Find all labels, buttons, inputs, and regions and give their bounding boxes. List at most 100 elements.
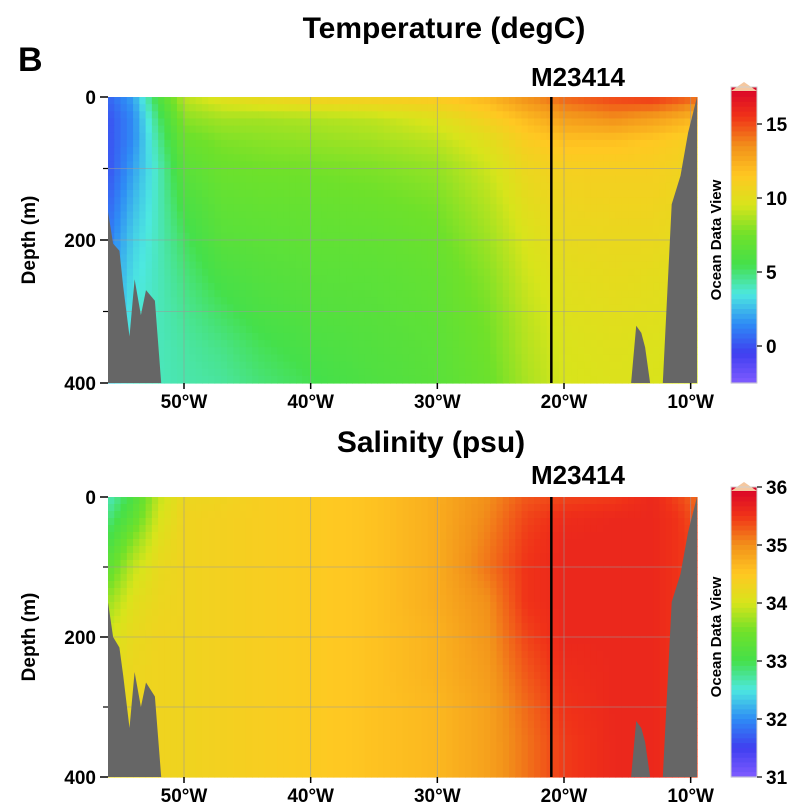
heatmap-cell — [389, 161, 397, 170]
heatmap-cell — [170, 375, 178, 384]
heatmap-cell — [534, 104, 541, 112]
heatmap-cell — [565, 175, 573, 184]
heatmap-cell — [465, 154, 473, 162]
heatmap-cell — [565, 347, 573, 355]
heatmap-cell — [521, 325, 529, 334]
heatmap-cell — [559, 518, 567, 526]
heatmap-cell — [371, 118, 379, 127]
heatmap-cell — [327, 111, 335, 120]
heatmap-cell — [352, 354, 360, 363]
heatmap-cell — [490, 311, 498, 320]
heatmap-cell — [352, 182, 360, 191]
heatmap-cell — [333, 560, 341, 568]
heatmap-cell — [158, 532, 165, 540]
heatmap-cell — [596, 175, 604, 184]
heatmap-cell — [183, 318, 191, 327]
heatmap-cell — [621, 297, 629, 305]
heatmap-cell — [590, 261, 598, 270]
heatmap-cell — [402, 132, 410, 141]
heatmap-cell — [327, 574, 335, 582]
heatmap-cell — [371, 347, 379, 355]
heatmap-cell — [665, 139, 673, 148]
heatmap-cell — [521, 560, 529, 568]
heatmap-cell — [615, 189, 623, 198]
heatmap-cell — [245, 168, 253, 177]
heatmap-cell — [108, 567, 115, 575]
heatmap-cell — [108, 560, 115, 568]
heatmap-cell — [352, 147, 360, 155]
heatmap-cell — [427, 197, 435, 205]
heatmap-cell — [339, 511, 347, 519]
heatmap-cell — [176, 525, 184, 533]
heatmap-cell — [465, 297, 473, 305]
heatmap-cell — [220, 139, 228, 148]
heatmap-cell — [471, 97, 479, 105]
heatmap-cell — [452, 361, 460, 370]
heatmap-cell — [170, 325, 178, 334]
heatmap-cell — [609, 361, 617, 370]
heatmap-cell — [158, 304, 165, 313]
heatmap-cell — [509, 125, 516, 134]
heatmap-cell — [151, 567, 159, 575]
heatmap-cell — [252, 225, 259, 234]
heatmap-cell — [258, 332, 266, 341]
heatmap-cell — [195, 225, 203, 234]
heatmap-cell — [264, 567, 272, 575]
heatmap-cell — [440, 261, 447, 270]
heatmap-cell — [603, 553, 610, 561]
heatmap-cell — [458, 354, 466, 363]
heatmap-cell — [515, 318, 523, 327]
heatmap-cell — [358, 275, 366, 284]
heatmap-cell — [352, 504, 360, 512]
heatmap-cell — [308, 132, 316, 141]
heatmap-cell — [145, 182, 153, 191]
heatmap-cell — [408, 261, 416, 270]
heatmap-cell — [252, 132, 259, 141]
heatmap-cell — [402, 161, 410, 170]
heatmap-cell — [214, 546, 222, 554]
heatmap-cell — [227, 118, 234, 127]
heatmap-cell — [120, 560, 128, 568]
heatmap-cell — [396, 553, 404, 561]
heatmap-cell — [440, 125, 447, 134]
heatmap-cell — [245, 539, 253, 547]
heatmap-cell — [659, 125, 667, 134]
temperature-section: Temperature (degC) M23414 Depth (m) 50°W… — [19, 12, 788, 413]
heatmap-cell — [133, 532, 140, 540]
heatmap-cell — [471, 261, 479, 270]
heatmap-cell — [189, 368, 197, 377]
heatmap-cell — [176, 118, 184, 127]
heatmap-cell — [314, 104, 322, 112]
heatmap-cell — [389, 282, 397, 291]
heatmap-cell — [333, 354, 341, 363]
heatmap-cell — [552, 560, 560, 568]
heatmap-cell — [628, 204, 635, 212]
colorbar-segment — [731, 156, 757, 162]
heatmap-cell — [220, 111, 228, 120]
heatmap-cell — [408, 511, 416, 519]
heatmap-cell — [596, 567, 604, 575]
heatmap-cell — [208, 546, 216, 554]
heatmap-cell — [201, 553, 209, 561]
heatmap-cell — [678, 511, 686, 519]
heatmap-cell — [339, 340, 347, 348]
heatmap-cell — [596, 297, 604, 305]
heatmap-cell — [364, 340, 372, 348]
heatmap-cell — [584, 197, 592, 205]
heatmap-cell — [477, 375, 485, 384]
heatmap-cell — [552, 368, 560, 377]
heatmap-cell — [596, 211, 604, 220]
heatmap-cell — [151, 111, 159, 120]
heatmap-cell — [295, 218, 303, 227]
heatmap-cell — [321, 168, 328, 177]
heatmap-cell — [164, 147, 172, 155]
heatmap-cell — [396, 125, 404, 134]
heatmap-cell — [515, 197, 523, 205]
heatmap-cell — [565, 546, 573, 554]
heatmap-cell — [396, 525, 404, 533]
heatmap-cell — [446, 125, 454, 134]
heatmap-cell — [496, 311, 504, 320]
heatmap-cell — [176, 261, 184, 270]
heatmap-cell — [314, 511, 322, 519]
heatmap-cell — [415, 297, 422, 305]
